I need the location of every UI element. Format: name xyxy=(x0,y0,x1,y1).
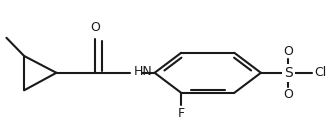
Text: Cl: Cl xyxy=(314,66,326,79)
Text: O: O xyxy=(90,21,100,34)
Text: O: O xyxy=(283,88,293,101)
Text: HN: HN xyxy=(134,65,153,78)
Text: F: F xyxy=(178,107,185,120)
Text: S: S xyxy=(284,66,293,80)
Text: O: O xyxy=(283,45,293,58)
